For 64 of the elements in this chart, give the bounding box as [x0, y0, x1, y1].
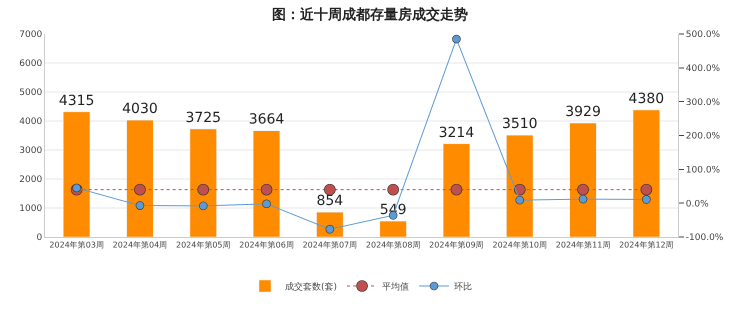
point [136, 201, 144, 210]
point [577, 184, 589, 196]
y2-tick-label: 500.0% [686, 30, 721, 40]
x-tick-label: 2024年第12周 [619, 240, 674, 250]
y2-tick-label: 100.0% [686, 165, 721, 176]
point [197, 184, 210, 196]
y-tick-label: 4000 [19, 117, 42, 128]
x-tick-label: 2024年第11周 [556, 240, 610, 250]
data-label: 3214 [438, 124, 474, 141]
legend-label: 成交套数(套) [285, 282, 338, 293]
point [640, 184, 652, 196]
y-tick-label: 0 [36, 233, 42, 244]
point [198, 202, 208, 210]
y2-tick-label: -100.0% [686, 233, 724, 244]
data-label: 4380 [628, 90, 664, 107]
bar [632, 110, 660, 237]
y-tick-label: 2000 [19, 175, 42, 186]
chart-title: 图：近十周成都存量房成交走势 [272, 6, 468, 24]
point [324, 184, 336, 196]
data-label: 3929 [565, 104, 601, 120]
y2-tick-label: 300.0% [686, 98, 721, 108]
x-tick-label: 2024年第03周 [49, 240, 104, 250]
point [387, 184, 399, 196]
x-tick-label: 2024年第08周 [366, 240, 420, 250]
x-tick-label: 2024年第04周 [112, 240, 168, 250]
point [134, 184, 146, 196]
data-label: 854 [316, 193, 344, 210]
legend-label: 环比 [454, 282, 472, 293]
y2-tick-label: 200.0% [686, 132, 721, 142]
legend-label: 平均值 [382, 282, 410, 293]
data-label: 3664 [248, 112, 284, 128]
data-label: 4315 [58, 92, 94, 109]
y-tick-label: 5000 [19, 88, 42, 98]
y-tick-label: 7000 [19, 30, 42, 40]
x-tick-label: 2024年第06周 [239, 240, 294, 250]
bar [190, 128, 217, 237]
point [262, 200, 271, 208]
point [260, 184, 272, 196]
point [642, 195, 651, 204]
bar [506, 134, 534, 237]
y2-tick-label: 400.0% [686, 64, 721, 74]
point [452, 34, 461, 44]
data-label: 3725 [185, 110, 222, 126]
x-tick-label: 2024年第10周 [492, 240, 548, 250]
data-label: 3510 [502, 116, 538, 132]
point [578, 194, 588, 204]
bar [380, 220, 407, 237]
bar [570, 122, 597, 237]
x-tick-label: 2024年第09周 [429, 240, 484, 250]
y2-tick-label: 0.0% [686, 199, 710, 210]
y-tick-label: 3000 [19, 146, 42, 156]
y-tick-label: 6000 [19, 59, 42, 70]
point [515, 196, 524, 204]
bar [253, 130, 280, 237]
data-label: 4030 [122, 101, 158, 118]
x-tick-label: 2024年第05周 [176, 240, 231, 250]
point [514, 184, 526, 196]
x-tick-label: 2024年第07周 [302, 240, 358, 250]
bar [442, 144, 470, 237]
bar [63, 112, 90, 237]
point [450, 184, 462, 196]
point [72, 184, 81, 192]
bar [126, 120, 154, 237]
y-tick-label: 1000 [19, 204, 42, 214]
